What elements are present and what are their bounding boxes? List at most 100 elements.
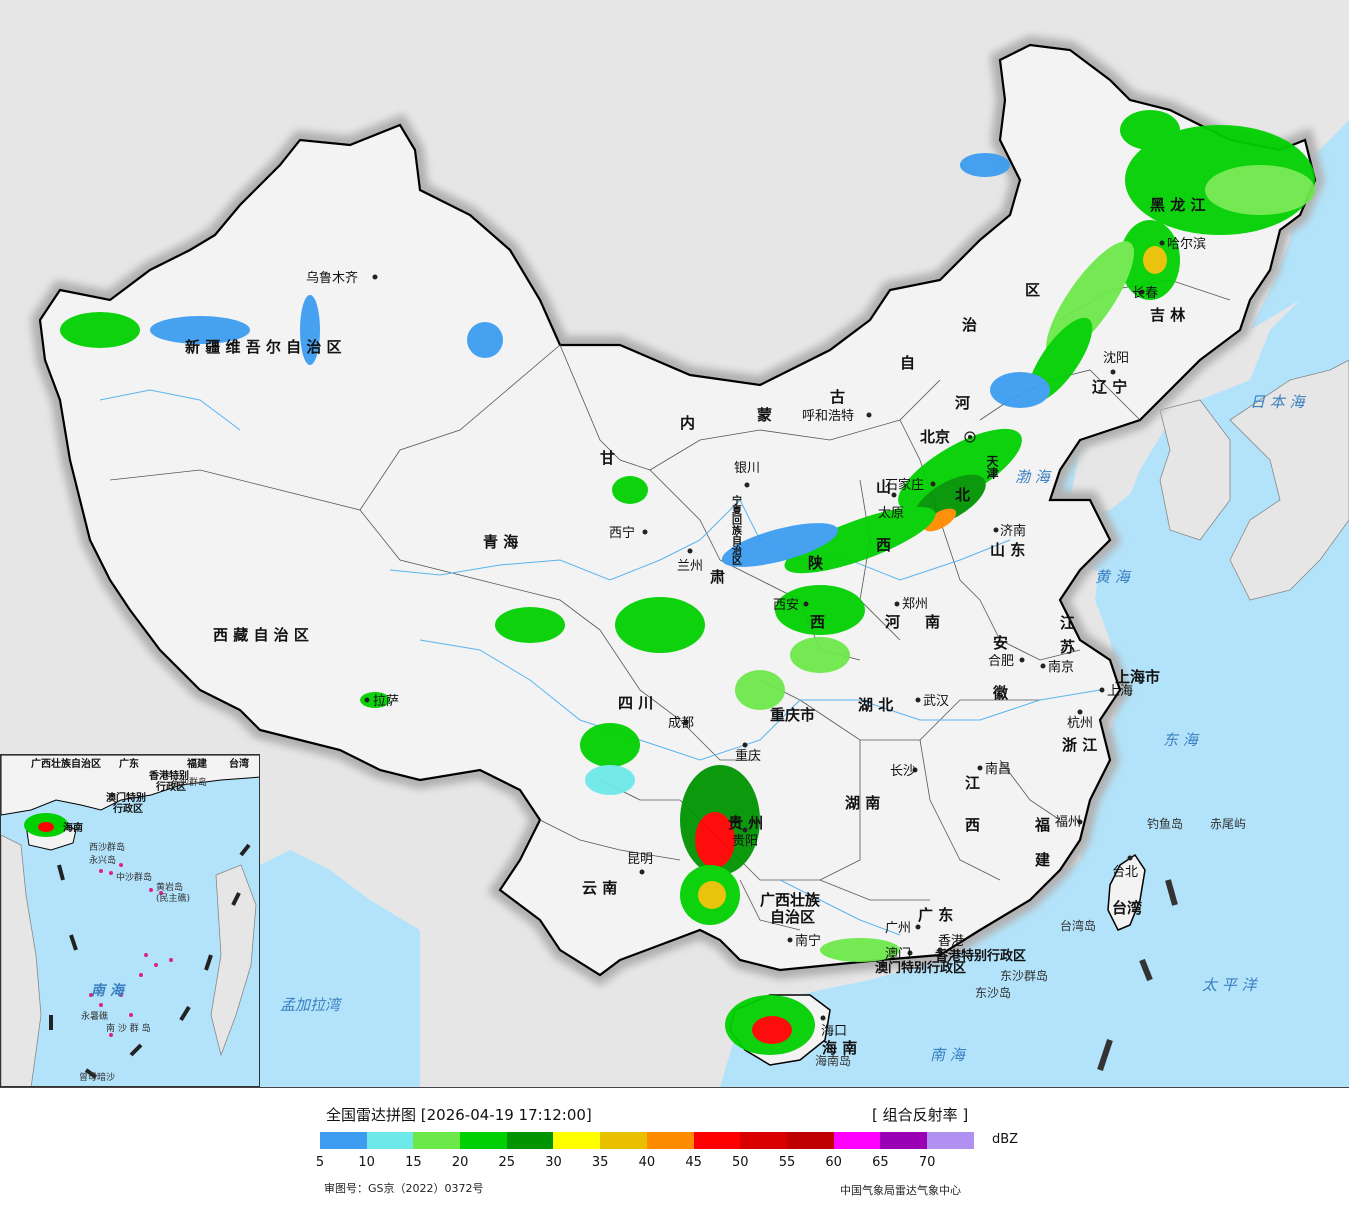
inset-label-xisha: 西沙群岛 bbox=[89, 841, 125, 853]
label-anhui: 安 bbox=[993, 634, 1008, 652]
inset-dashes bbox=[49, 843, 251, 1079]
label-sichuan: 四 川 bbox=[618, 694, 653, 712]
city-nanning: 南宁 bbox=[795, 933, 821, 949]
sea-south: 南 海 bbox=[930, 1046, 967, 1064]
label-shaanxi-xi: 西 bbox=[810, 613, 825, 631]
legend-tick-label: 25 bbox=[498, 1155, 516, 1170]
city-changchun: 长春 bbox=[1132, 286, 1158, 301]
city-jinan: 济南 bbox=[1000, 523, 1026, 539]
city-taibei: 台北 bbox=[1112, 865, 1138, 880]
inset-label-huangyan: 黄岩岛 bbox=[156, 881, 183, 893]
label-hebei-bei: 北 bbox=[955, 486, 970, 504]
city-fuzhou: 福州 bbox=[1055, 815, 1081, 830]
island-taiwan: 台湾岛 bbox=[1060, 918, 1096, 933]
label-jiangsu-su: 苏 bbox=[1060, 638, 1075, 656]
label-guangdong: 广 东 bbox=[918, 906, 953, 924]
legend-tick-label: 20 bbox=[451, 1155, 469, 1170]
island-dongsha-dao: 东沙岛 bbox=[975, 985, 1011, 1000]
city-hangzhou: 杭州 bbox=[1067, 716, 1093, 731]
label-hk: 香港特别行政区 bbox=[934, 948, 1026, 964]
city-wuhan: 武汉 bbox=[923, 694, 949, 709]
inset-label-yongshu: 永暑礁 bbox=[81, 1010, 108, 1022]
label-hebei-he: 河 bbox=[955, 394, 970, 412]
credit-text: 中国气象局雷达气象中心 bbox=[840, 1184, 961, 1197]
inset-philippines bbox=[210, 864, 257, 1057]
city-labels: 乌鲁木齐 拉萨 西宁 兰州 银川 呼和浩特 太原 石家庄 济南 郑州 西安 成都… bbox=[306, 236, 1206, 1039]
label-chongqing-region: 重庆市 bbox=[770, 706, 815, 724]
label-shandong: 山 东 bbox=[990, 541, 1025, 559]
city-xianggang: 香港 bbox=[938, 934, 964, 949]
inset-indochina bbox=[1, 834, 42, 1086]
province-borders bbox=[109, 279, 1231, 931]
radar-map[interactable]: 新 疆 维 吾 尔 自 治 区 西 藏 自 治 区 青 海 甘 肃 内 蒙 古 … bbox=[0, 0, 1349, 1088]
label-shanxi-xi: 西 bbox=[876, 536, 891, 554]
city-nanjing: 南京 bbox=[1048, 659, 1074, 675]
color-scale-bar bbox=[320, 1132, 974, 1149]
label-ningxia: 宁夏回族自治区 bbox=[730, 494, 743, 565]
legend-tick-label: 70 bbox=[918, 1155, 936, 1170]
city-shenyang: 沈阳 bbox=[1103, 351, 1129, 366]
inset-label-yongxing: 永兴岛 bbox=[89, 854, 116, 866]
label-qinghai: 青 海 bbox=[483, 533, 518, 551]
label-hainan: 海 南 bbox=[822, 1039, 857, 1057]
label-fujian-jian: 建 bbox=[1035, 851, 1051, 869]
label-xinjiang: 新 疆 维 吾 尔 自 治 区 bbox=[185, 338, 342, 356]
legend-tick-label: 65 bbox=[872, 1155, 889, 1170]
label-fujian-fu: 福 bbox=[1034, 816, 1050, 834]
legend-swatch bbox=[413, 1132, 461, 1149]
legend-swatch bbox=[553, 1132, 601, 1149]
legend-swatch bbox=[926, 1132, 974, 1149]
sea-labels: 日 本 海 渤 海 黄 海 东 海 太 平 洋 南 海 孟加拉湾 bbox=[280, 393, 1307, 1064]
city-kunming: 昆明 bbox=[627, 852, 653, 867]
legend-swatch bbox=[646, 1132, 694, 1149]
legend-tick-label: 55 bbox=[778, 1155, 796, 1170]
legend-tick-label: 60 bbox=[825, 1155, 842, 1170]
label-henan-he: 河 bbox=[885, 613, 900, 631]
label-anhui-hui: 徽 bbox=[992, 684, 1009, 702]
japan-islands bbox=[1229, 359, 1349, 601]
label-gansu: 甘 bbox=[600, 449, 615, 467]
island-dongsha-qundao: 东沙群岛 bbox=[1000, 968, 1048, 983]
label-zhejiang: 浙 江 bbox=[1062, 736, 1097, 754]
legend-swatch bbox=[693, 1132, 741, 1149]
city-urumqi: 乌鲁木齐 bbox=[306, 270, 358, 286]
inset-label-taiwan: 台湾 bbox=[229, 757, 249, 770]
legend-swatch bbox=[786, 1132, 834, 1149]
city-aomen: 澳门 bbox=[885, 946, 911, 962]
inset-label-zengmu: 曾母暗沙 bbox=[79, 1071, 115, 1083]
city-chengdu: 成都 bbox=[668, 716, 694, 731]
label-nmg-nei: 内 bbox=[680, 414, 695, 432]
city-nanchang: 南昌 bbox=[985, 761, 1011, 777]
label-jiangxi-xi: 西 bbox=[965, 816, 980, 834]
sea-japan: 日 本 海 bbox=[1250, 393, 1307, 411]
label-jiangsu: 江 bbox=[1060, 614, 1075, 632]
label-hubei: 湖 北 bbox=[858, 696, 893, 714]
city-changsha: 长沙 bbox=[890, 764, 916, 779]
city-lanzhou: 兰州 bbox=[677, 559, 703, 574]
label-hunan: 湖 南 bbox=[845, 794, 880, 812]
city-zhengzhou: 郑州 bbox=[902, 597, 928, 612]
label-yunnan: 云 南 bbox=[582, 879, 617, 897]
label-heilongjiang: 黑 龙 江 bbox=[1150, 196, 1205, 214]
unit-label: dBZ bbox=[992, 1132, 1019, 1147]
city-taiyuan: 太原 bbox=[878, 506, 904, 521]
legend-tick-label: 10 bbox=[358, 1155, 375, 1170]
region-labels: 新 疆 维 吾 尔 自 治 区 西 藏 自 治 区 青 海 甘 肃 内 蒙 古 … bbox=[185, 196, 1205, 1057]
label-guizhou: 贵 州 bbox=[728, 814, 763, 832]
city-guangzhou: 广州 bbox=[885, 921, 911, 936]
legend-tick-label: 50 bbox=[732, 1155, 749, 1170]
inset-label-guangxi: 广西壮族自治区 bbox=[31, 757, 101, 770]
label-guangxi1: 广西壮族 bbox=[760, 891, 821, 909]
island-diaoyu: 钓鱼岛 bbox=[1147, 816, 1183, 831]
label-tianjin: 天津 bbox=[985, 455, 999, 480]
inset-label-macao2: 行政区 bbox=[112, 802, 143, 815]
city-xian: 西安 bbox=[773, 598, 799, 613]
island-hainan: 海南岛 bbox=[815, 1053, 851, 1068]
label-liaoning: 辽 宁 bbox=[1092, 378, 1127, 396]
city-hohhot: 呼和浩特 bbox=[802, 409, 854, 424]
inset-label-south-sea: 南 海 bbox=[91, 982, 127, 999]
city-lhasa: 拉萨 bbox=[373, 694, 399, 709]
inset-label-guangdong: 广东 bbox=[119, 757, 139, 770]
south-sea-inset: 广西壮族自治区 广东 福建 台湾 香港特别 行政区 澳门特别 行政区 海南 南 … bbox=[0, 754, 260, 1087]
inset-label-hk: 香港特别 bbox=[149, 769, 189, 782]
